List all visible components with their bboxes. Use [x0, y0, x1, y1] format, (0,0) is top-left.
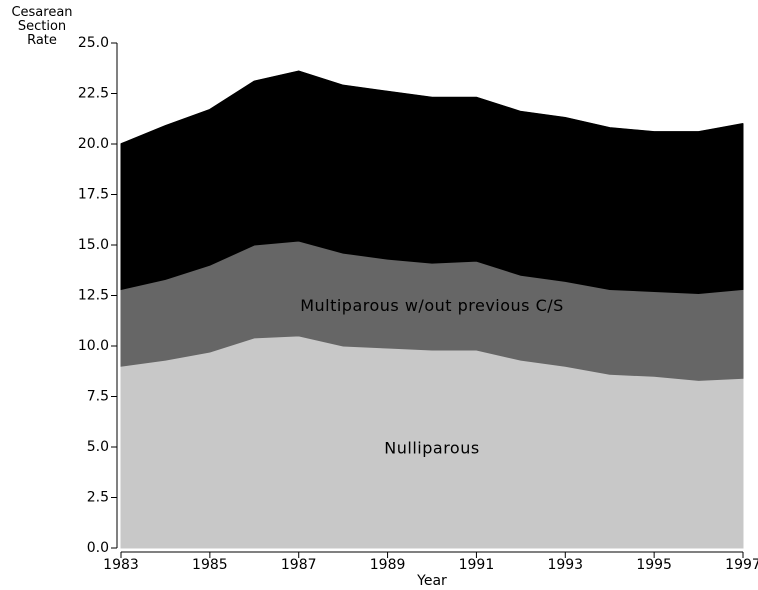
x-tick-label: 1983	[103, 557, 139, 573]
y-tick-label: 20.0	[78, 136, 109, 152]
y-tick-label: 5.0	[87, 439, 109, 455]
y-tick-label: 0.0	[87, 540, 109, 556]
y-tick-label: 12.5	[78, 288, 109, 304]
top-outline	[120, 70, 744, 145]
y-tick-label: 2.5	[87, 490, 109, 506]
y-tick-label: 25.0	[78, 35, 109, 51]
y-tick-label: 10.0	[78, 338, 109, 354]
area-label: Multiparous w/out previous C/S	[300, 296, 564, 315]
x-tick-label: 1993	[547, 557, 583, 573]
y-tick-label: 7.5	[87, 389, 109, 405]
y-tick-label: 22.5	[78, 86, 109, 102]
x-tick-label: 1987	[281, 557, 317, 573]
x-tick-label: 1985	[192, 557, 228, 573]
x-tick-label: 1989	[370, 557, 406, 573]
y-tick-label: 15.0	[78, 237, 109, 253]
area-label: Nulliparous	[384, 439, 479, 458]
x-tick-label: 1991	[459, 557, 495, 573]
x-tick-label: 1997	[725, 557, 758, 573]
area-label: Multiparous w/ previous C/S	[314, 170, 550, 189]
x-axis-label: Year	[416, 573, 447, 589]
y-tick-label: 17.5	[78, 187, 109, 203]
x-tick-label: 1995	[636, 557, 672, 573]
y-axis-label: Cesarean Section Rate	[11, 5, 73, 48]
